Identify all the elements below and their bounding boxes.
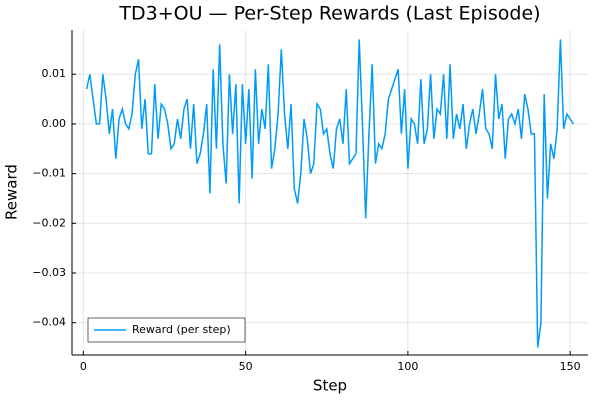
y-tick-label: −0.02 — [32, 216, 66, 229]
data-line — [85, 39, 575, 348]
y-tick-label: 0.01 — [42, 67, 67, 80]
y-axis-label: Reward — [3, 164, 21, 220]
x-axis-label: Step — [313, 377, 347, 395]
chart-title: TD3+OU — Per-Step Rewards (Last Episode) — [118, 3, 540, 25]
y-tick-label: −0.03 — [32, 266, 66, 279]
legend-label: Reward (per step) — [132, 323, 231, 336]
x-tick-label: 150 — [560, 360, 581, 373]
x-tick-label: 50 — [239, 360, 253, 373]
y-tick-label: 0.00 — [42, 117, 67, 130]
y-tick-label: −0.01 — [32, 167, 66, 180]
x-tick-label: 0 — [80, 360, 87, 373]
y-tick-label: −0.04 — [32, 316, 66, 329]
x-tick-label: 100 — [397, 360, 418, 373]
